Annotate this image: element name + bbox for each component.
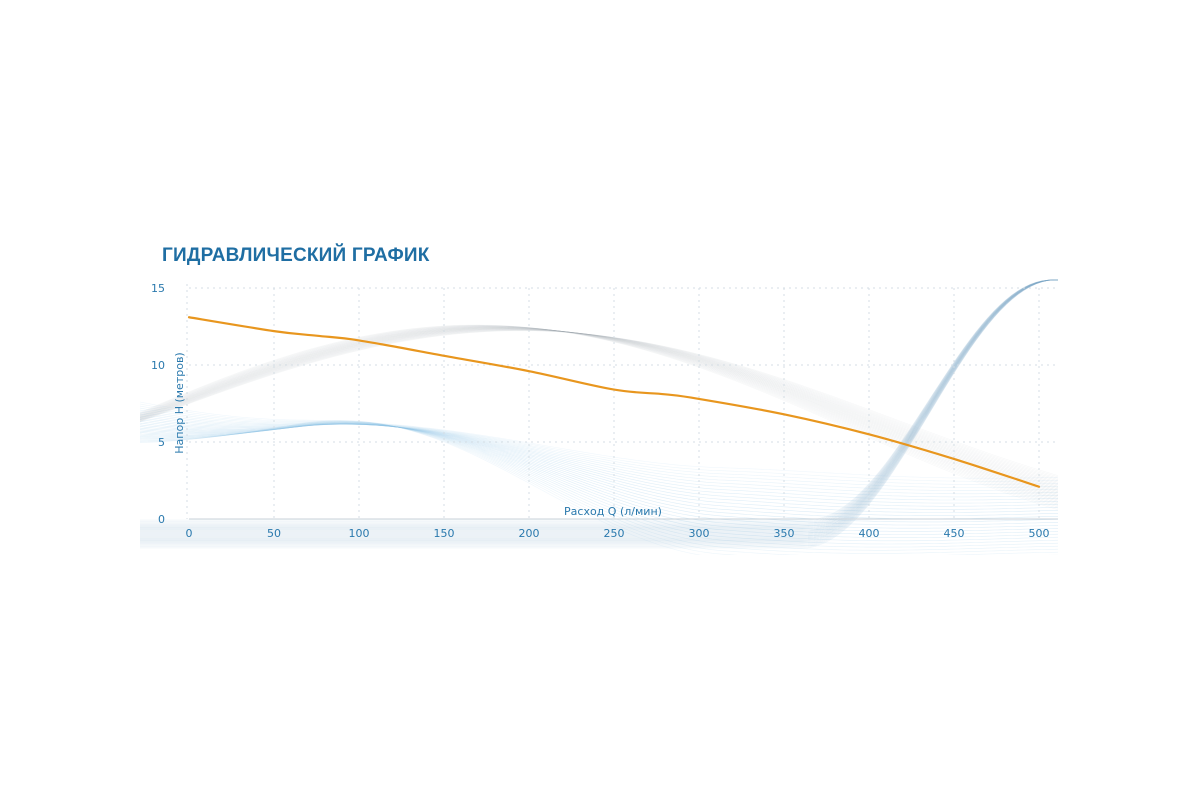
decor-wave-line [140,415,1058,501]
decor-wave-line [140,423,1058,523]
decor-wave-line [140,279,1058,526]
x-tick-label: 50 [267,527,281,540]
y-axis-label: Напор H (метров) [173,352,186,453]
series-line [187,316,1041,488]
chart-tick-labels: 0 50 100 150 200 250 300 350 400 450 500 0 5 10 15 [151,282,1050,540]
decor-wave-line [140,329,1058,483]
decor-wave-line [140,421,1058,551]
decor-wave-line [140,329,1058,480]
x-tick-label: 200 [519,527,540,540]
x-tick-label: 300 [689,527,710,540]
decor-wave-line [140,279,1058,535]
decor-wave-line [140,421,1058,548]
decor-wave-line [140,423,1058,516]
decor-wave-line [140,405,1058,485]
decor-wave-line [140,279,1058,528]
decor-wave-line [140,401,1058,479]
decor-wave-line [140,422,1058,513]
x-tick-label: 500 [1029,527,1050,540]
decor-wave-line [140,419,1058,507]
decor-wave-line [140,279,1058,530]
decor-wave-line [140,422,1058,545]
decor-wave-line [140,279,1058,547]
y-tick-label: 5 [158,436,165,449]
decor-wave-line [140,328,1058,487]
x-tick-label: 250 [604,527,625,540]
decor-wave-line [140,279,1058,545]
decor-wave-line [140,279,1058,522]
decor-wave-line [140,330,1058,478]
decor-wave-line [140,420,1058,555]
decor-wave-line [140,422,1058,535]
x-tick-label: 150 [434,527,455,540]
decor-wave-line [140,328,1058,486]
x-tick-label: 0 [186,527,193,540]
decor-wave-line [140,325,1058,508]
decor-wave-line [140,423,1058,529]
y-tick-label: 15 [151,282,165,295]
decor-wave-line [140,279,1058,537]
x-tick-label: 450 [944,527,965,540]
chart-grid [189,287,1058,519]
decor-wave-line [140,279,1058,532]
decor-wave-line [140,326,1058,502]
decor-wave-line [140,279,1058,521]
decor-wave-line [140,279,1058,539]
decor-wave-line [140,330,1058,476]
decor-wave-line [140,327,1058,492]
decor-wave-line [140,279,1058,538]
decor-wave-line [140,279,1058,523]
decor-wave-line [140,330,1058,479]
decor-wave-line [140,279,1058,546]
decor-wave-line [140,324,1058,510]
decor-wave-line [140,420,1058,555]
decor-wave-line [140,403,1058,482]
decorative-wave-background [140,279,1058,555]
decor-wave-line [140,325,1058,506]
decor-wave-line [140,422,1058,542]
decor-wave-line [140,279,1058,529]
decor-wave-line [140,407,1058,488]
decor-wave-line [140,423,1058,532]
x-tick-label: 100 [349,527,370,540]
x-axis-label: Расход Q (л/мин) [564,505,662,518]
decor-wave-line [140,279,1058,541]
decor-wave-line [140,423,1058,526]
decor-wave-line [140,325,1058,503]
decor-wave-line [140,328,1058,488]
y-tick-label: 0 [158,513,165,526]
decor-wave-line [140,422,1058,538]
decor-wave-line [140,421,1058,510]
decor-wave-line [140,329,1058,482]
decor-wave-line [140,279,1058,536]
decor-wave-line [140,279,1058,531]
chart-series [187,316,1041,488]
decor-wave-line [140,417,1058,504]
decor-wave-line [140,279,1058,528]
decor-wave-line [140,279,1058,533]
decor-wave-line [140,325,1058,505]
decor-wave-line [140,279,1058,534]
decor-wave-line [140,329,1058,484]
decor-wave-line [140,279,1058,524]
decor-wave-line [140,421,1058,554]
chart-axes [186,284,1058,520]
chart-title: ГИДРАВЛИЧЕСКИЙ ГРАФИК [162,245,430,266]
decor-wave-line [140,413,1058,498]
decor-wave-line [140,411,1058,495]
decor-wave-line [140,279,1058,542]
y-tick-label: 10 [151,359,165,372]
decor-wave-line [140,279,1058,527]
x-tick-label: 350 [774,527,795,540]
decor-wave-line [140,409,1058,491]
decor-wave-line [140,324,1058,509]
decor-wave-line [140,326,1058,498]
x-tick-label: 400 [859,527,880,540]
decor-wave-line [140,327,1058,495]
decor-wave-line [140,327,1058,494]
decor-wave-line [140,279,1058,525]
decor-wave-line [140,279,1058,540]
